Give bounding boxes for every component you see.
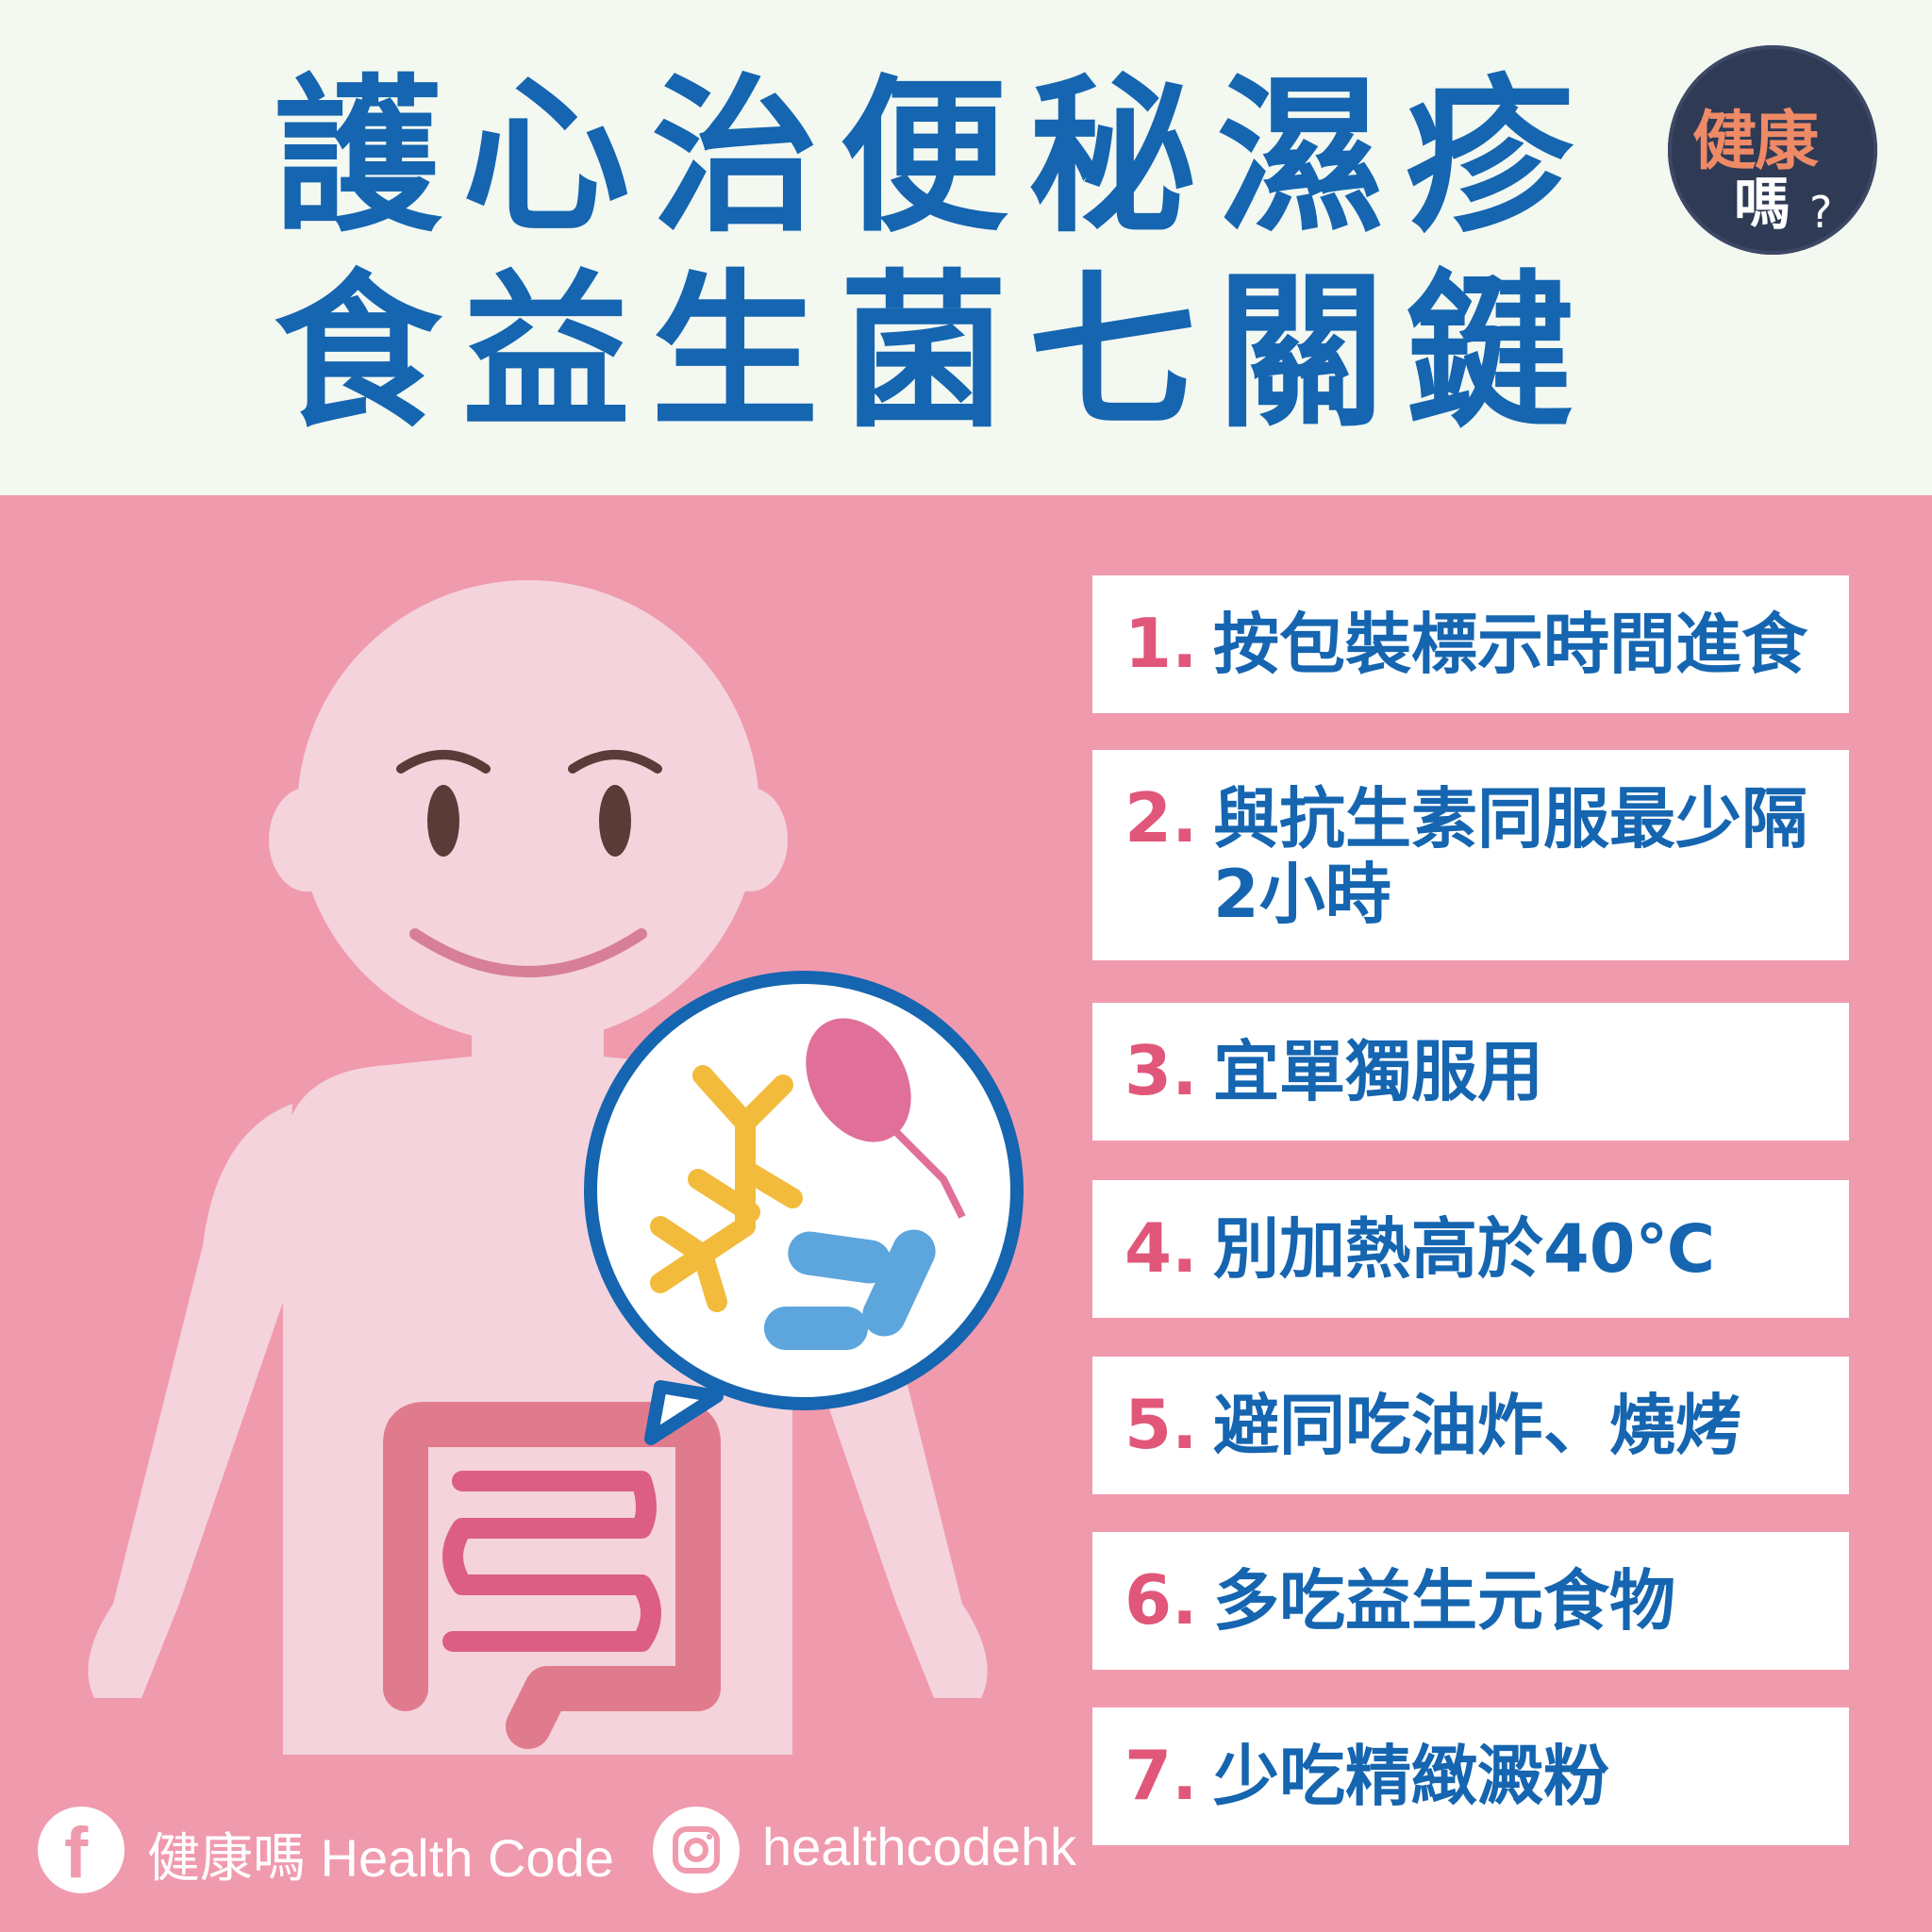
list-item: 1. 按包裝標示時間進食	[1092, 575, 1849, 713]
head	[297, 580, 759, 1042]
body-illustration	[88, 580, 1024, 1755]
list-number: 4.	[1124, 1208, 1198, 1288]
logo-question-mark: ?	[1809, 187, 1833, 238]
title-line-1: 護心治便秘濕疹	[274, 59, 1594, 255]
instagram-label[interactable]: healthcodehk	[762, 1817, 1077, 1876]
list-number: 5.	[1124, 1385, 1198, 1464]
header	[0, 0, 1932, 495]
blue-bacterium-1	[788, 1231, 891, 1284]
left-eyebrow	[396, 750, 491, 774]
list-text-line-2: 2小時	[1213, 856, 1391, 933]
logo-text-1: 健康	[1692, 105, 1819, 179]
health-code-logo: 健康 嗎 ?	[1668, 45, 1877, 255]
facebook-label[interactable]: 健康嗎 Health Code	[147, 1828, 614, 1888]
left-arm	[88, 1104, 292, 1698]
list-text: 宜單獨服用	[1213, 1033, 1543, 1110]
instagram-icon[interactable]	[653, 1807, 740, 1893]
logo-text-2: 嗎	[1734, 172, 1790, 238]
list-number: 7.	[1124, 1736, 1198, 1815]
list-item: 2. 與抗生素同服最少隔 2小時	[1092, 750, 1849, 960]
list-text: 與抗生素同服最少隔	[1213, 780, 1807, 858]
right-eyebrow	[568, 750, 662, 774]
list-text: 避同吃油炸、燒烤	[1213, 1387, 1741, 1464]
yellow-bacteria	[650, 1065, 803, 1312]
right-ear	[712, 788, 788, 891]
left-eye	[427, 785, 459, 857]
small-intestine	[442, 1471, 661, 1652]
list-item: 7. 少吃精緻澱粉	[1092, 1707, 1849, 1845]
facebook-icon[interactable]: f	[38, 1807, 125, 1893]
list-text: 少吃精緻澱粉	[1213, 1738, 1609, 1815]
list-item: 3. 宜單獨服用	[1092, 1003, 1849, 1141]
title-line-2: 食益生菌七關鍵	[274, 255, 1594, 450]
list-item: 5. 避同吃油炸、燒烤	[1092, 1357, 1849, 1494]
list-item: 4. 別加熱高於40℃	[1092, 1180, 1849, 1318]
list-number: 6.	[1124, 1560, 1198, 1640]
list-number: 3.	[1124, 1031, 1198, 1110]
pink-bacterium	[806, 1018, 911, 1142]
list-number: 1.	[1124, 604, 1198, 683]
footer: f 健康嗎 Health Code healthcodehk	[0, 1807, 1132, 1901]
blue-bacterium-3	[862, 1229, 936, 1337]
speech-bubble-tail	[644, 1380, 724, 1445]
list-text: 別加熱高於40℃	[1213, 1210, 1716, 1288]
pink-flagellum	[893, 1129, 966, 1219]
list-number: 2.	[1124, 778, 1198, 858]
list-text: 多吃益生元食物	[1213, 1562, 1675, 1640]
list-text: 按包裝標示時間進食	[1213, 606, 1807, 683]
list-item: 6. 多吃益生元食物	[1092, 1532, 1849, 1670]
smile	[409, 928, 647, 977]
right-eye	[599, 785, 631, 857]
left-ear	[269, 788, 344, 891]
blue-bacterium-2	[764, 1307, 868, 1350]
